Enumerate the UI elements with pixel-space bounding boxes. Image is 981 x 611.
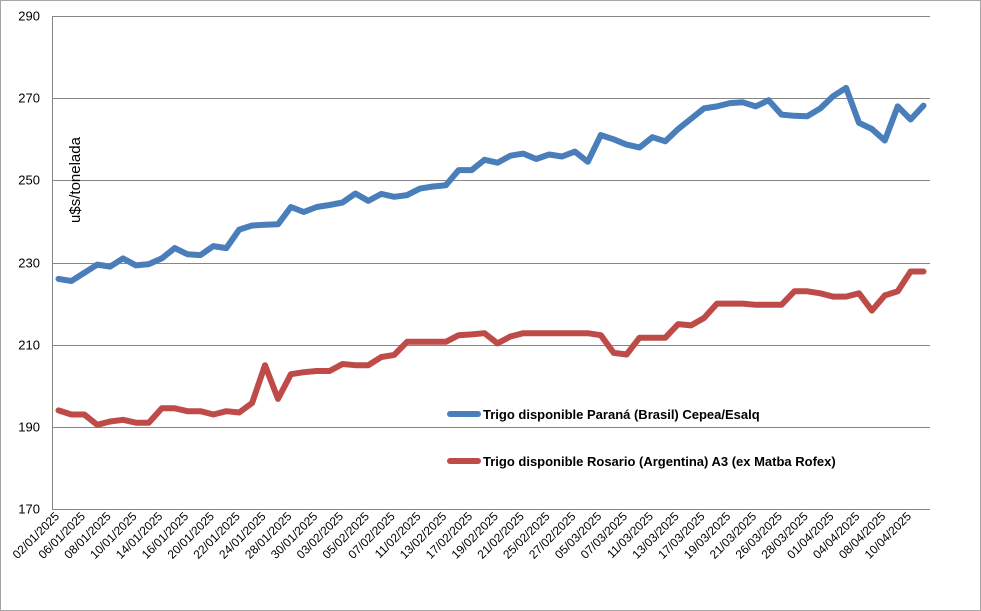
y-tick-label: 170 — [18, 502, 40, 517]
legend-label-rosario: Trigo disponible Rosario (Argentina) A3 … — [483, 454, 836, 469]
y-axis: 170 190 210 230 250 270 290 — [18, 9, 53, 517]
series-line-rosario — [55, 268, 927, 428]
legend: Trigo disponible Paraná (Brasil) Cepea/E… — [447, 407, 836, 469]
legend-label-parana: Trigo disponible Paraná (Brasil) Cepea/E… — [483, 407, 760, 422]
series-line-parana — [55, 84, 927, 284]
y-tick-label: 210 — [18, 338, 40, 353]
y-tick-label: 250 — [18, 173, 40, 188]
y-tick-label: 290 — [18, 9, 40, 24]
series-lines — [55, 84, 927, 428]
y-axis-label: u$s/tonelada — [67, 136, 84, 223]
y-tick-label: 230 — [18, 256, 40, 271]
y-tick-label: 190 — [18, 420, 40, 435]
y-tick-label: 270 — [18, 91, 40, 106]
